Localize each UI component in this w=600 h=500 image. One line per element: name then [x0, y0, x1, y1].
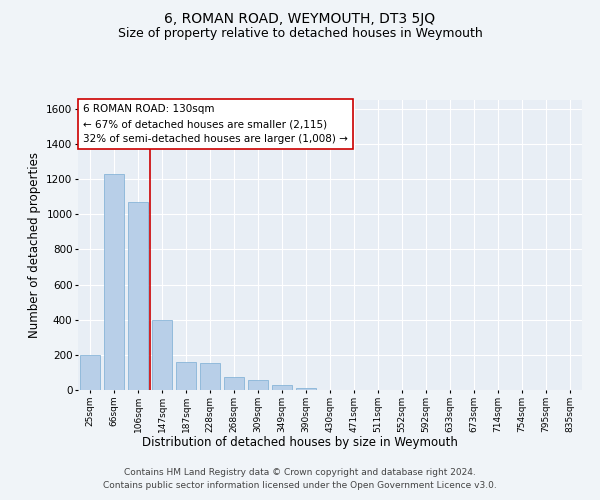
Bar [176, 362, 196, 390]
Bar [104, 174, 124, 390]
Text: Distribution of detached houses by size in Weymouth: Distribution of detached houses by size … [142, 436, 458, 449]
Bar [128, 202, 148, 390]
Bar [80, 355, 100, 390]
Bar [272, 384, 292, 390]
Bar [200, 363, 220, 390]
Text: Contains HM Land Registry data © Crown copyright and database right 2024.: Contains HM Land Registry data © Crown c… [124, 468, 476, 477]
Bar [248, 380, 268, 390]
Text: Size of property relative to detached houses in Weymouth: Size of property relative to detached ho… [118, 28, 482, 40]
Text: Contains public sector information licensed under the Open Government Licence v3: Contains public sector information licen… [103, 482, 497, 490]
Y-axis label: Number of detached properties: Number of detached properties [28, 152, 41, 338]
Text: 6 ROMAN ROAD: 130sqm
← 67% of detached houses are smaller (2,115)
32% of semi-de: 6 ROMAN ROAD: 130sqm ← 67% of detached h… [83, 104, 348, 144]
Bar [152, 320, 172, 390]
Text: 6, ROMAN ROAD, WEYMOUTH, DT3 5JQ: 6, ROMAN ROAD, WEYMOUTH, DT3 5JQ [164, 12, 436, 26]
Bar [224, 377, 244, 390]
Bar [296, 388, 316, 390]
